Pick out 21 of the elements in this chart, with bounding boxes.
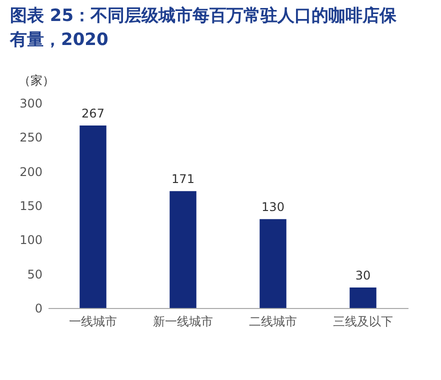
chart-title: 图表 25：不同层级城市每百万常驻人口的咖啡店保有量，2020 [8, 5, 398, 52]
data-label: 267 [82, 106, 104, 121]
y-tick-label: 150 [20, 199, 42, 213]
y-tick-label: 250 [20, 130, 42, 145]
data-label: 130 [262, 200, 284, 214]
x-tick-label: 三线及以下 [333, 314, 393, 328]
x-tick-label: 新一线城市 [153, 314, 213, 328]
bar [80, 126, 106, 308]
data-label: 30 [355, 268, 371, 282]
bar [170, 191, 196, 308]
y-tick-label: 300 [20, 96, 42, 110]
bar [260, 219, 286, 308]
y-tick-label: 200 [20, 164, 42, 179]
x-tick-label: 一线城市 [69, 314, 117, 328]
data-label: 171 [172, 172, 194, 186]
y-tick-label: 50 [27, 267, 42, 282]
bar [350, 288, 376, 308]
x-tick-label: 二线城市 [249, 314, 297, 328]
y-tick-label: 100 [20, 233, 42, 248]
y-tick-label: 0 [34, 302, 42, 316]
y-axis-title: （家） [18, 74, 54, 88]
